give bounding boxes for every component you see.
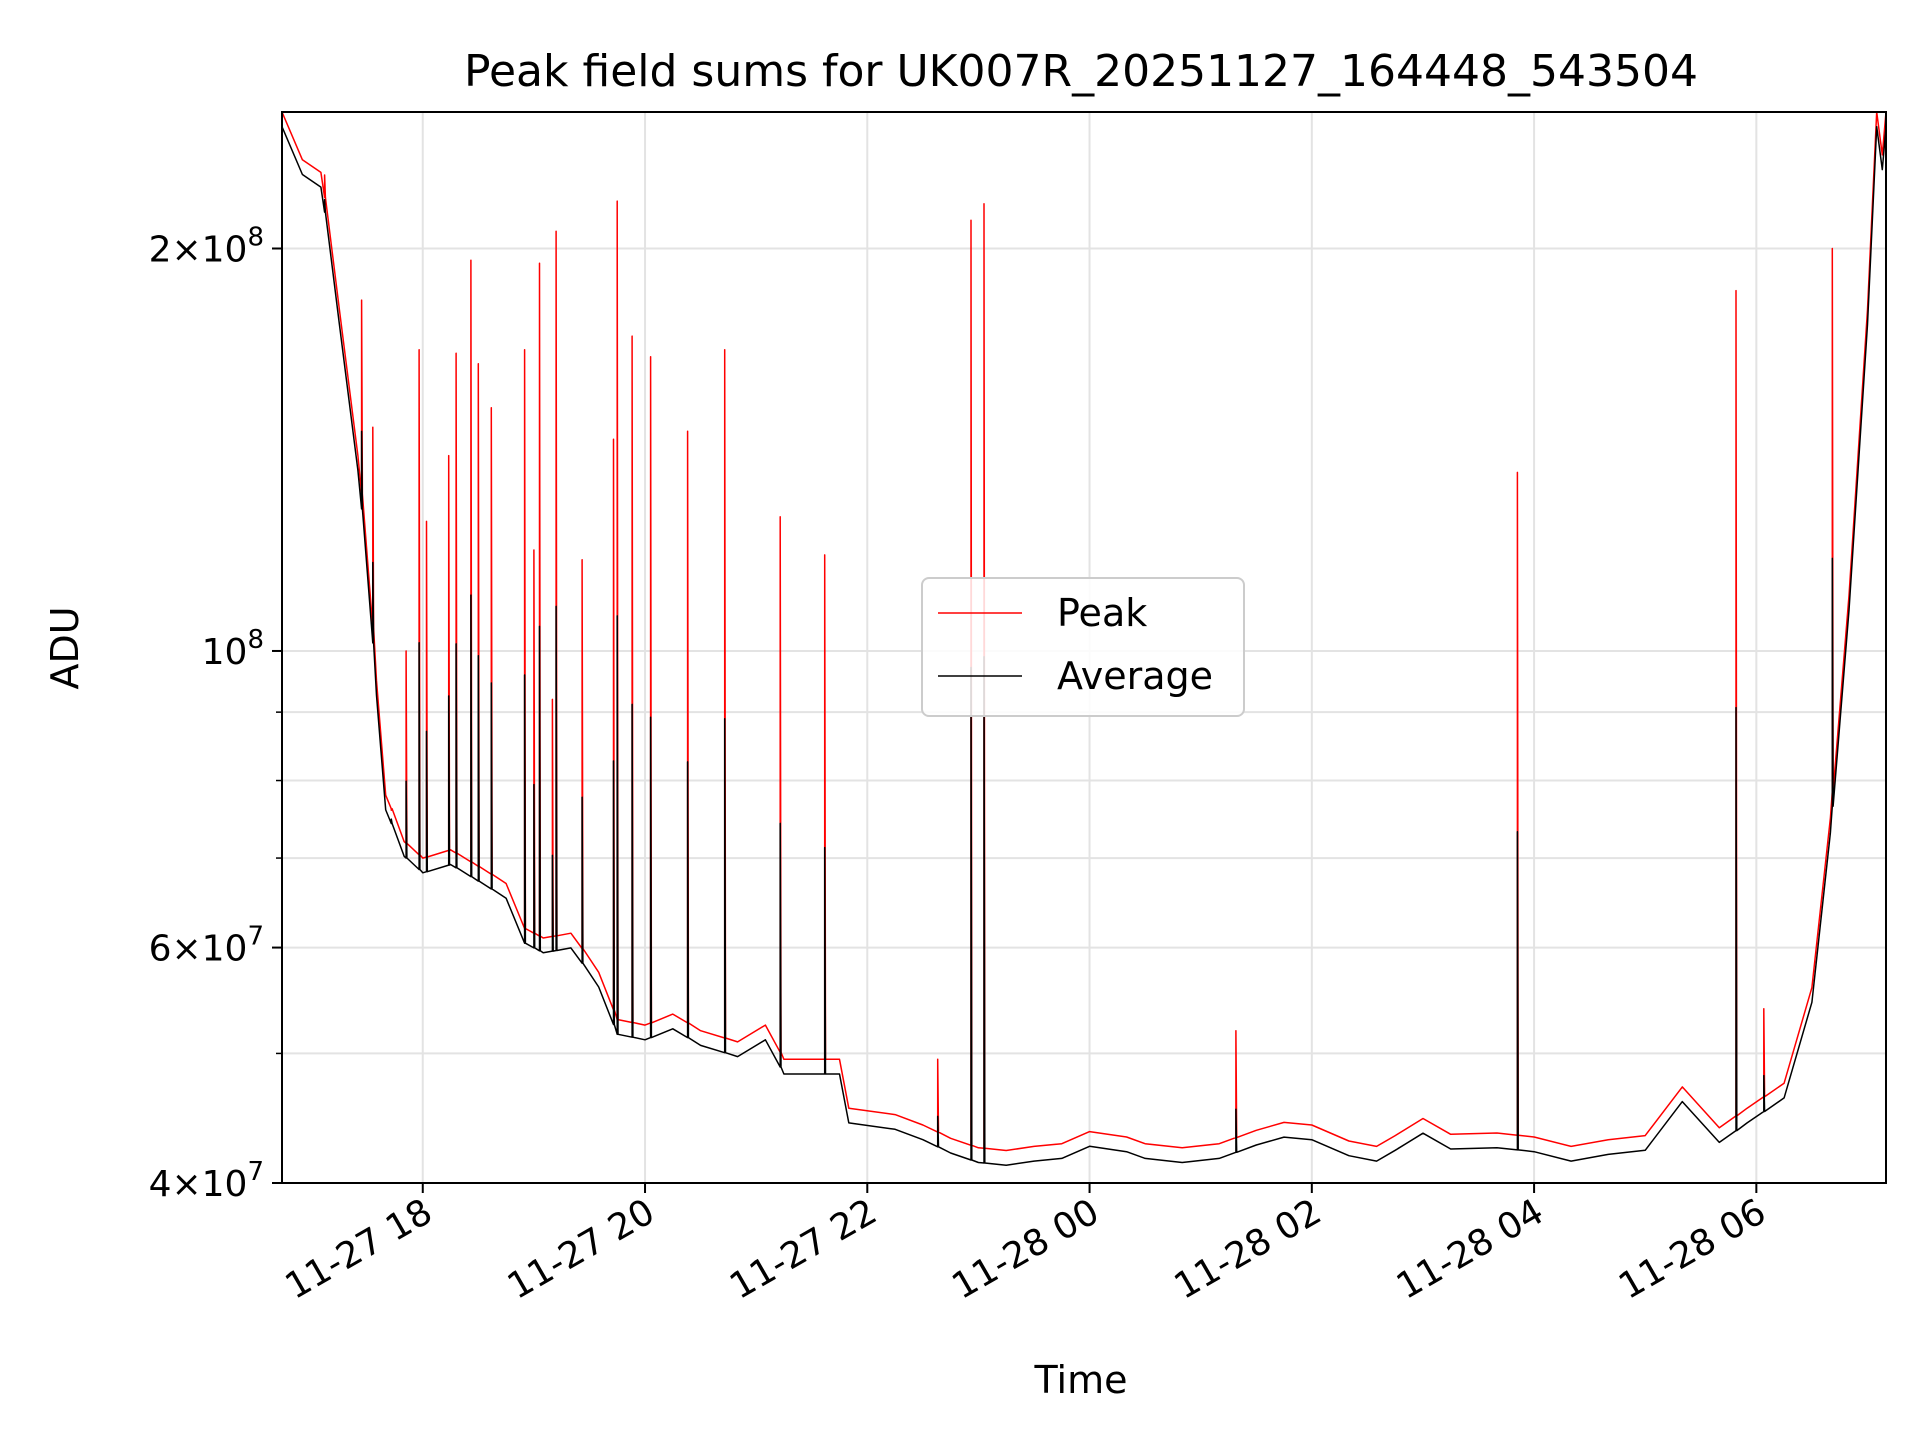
y-tick-label: 108 bbox=[202, 625, 264, 673]
legend-label-peak: Peak bbox=[1057, 591, 1147, 635]
y-tick-label: 4×107 bbox=[149, 1157, 264, 1205]
legend: Peak Average bbox=[921, 577, 1245, 717]
y-tick-label: 2×108 bbox=[149, 222, 264, 270]
chart-title: Peak field sums for UK007R_20251127_1644… bbox=[464, 46, 1698, 97]
legend-label-average: Average bbox=[1057, 654, 1213, 698]
series-line-average bbox=[281, 125, 1887, 1166]
plot-area bbox=[281, 111, 1887, 1166]
y-tick-label: 6×107 bbox=[149, 922, 264, 970]
x-axis-label: Time bbox=[1034, 1358, 1128, 1402]
axes-frame bbox=[281, 111, 1887, 1184]
grid bbox=[282, 112, 1886, 1184]
y-axis-label: ADU bbox=[43, 606, 87, 689]
